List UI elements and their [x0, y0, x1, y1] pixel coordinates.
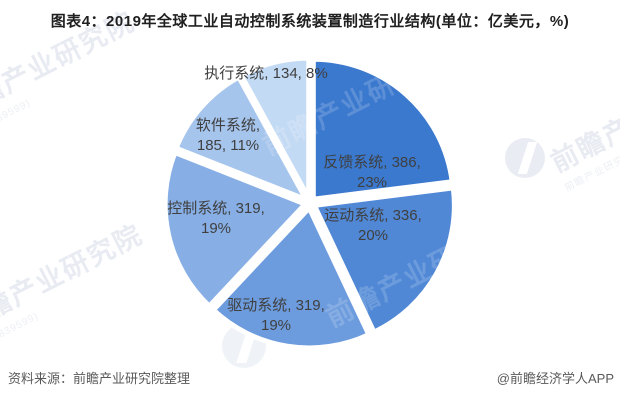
pie-slice-feedback — [310, 56, 455, 202]
pie-label-actuator: 执行系统, 134, 8% — [204, 65, 328, 82]
pie-label-motion: 运动系统, 336, 20% — [324, 207, 422, 244]
pie-slice-motion — [311, 185, 457, 335]
pie-label-control: 控制系统, 319, 19% — [167, 200, 265, 237]
pie-slice-actuator — [238, 55, 312, 201]
pie-label-software: 软件系统, 185, 11% — [195, 117, 261, 154]
pie-label-drive: 驱动系统, 319, 19% — [227, 297, 325, 334]
app-credit: @前瞻经济学人APP — [496, 371, 614, 386]
pie-label-feedback: 反馈系统, 386, 23% — [323, 154, 421, 191]
source-note: 资料来源：前瞻产业研究院整理 — [8, 371, 191, 386]
page-title: 图表4：2019年全球工业自动控制系统装置制造行业结构(单位：亿美元，%) — [50, 13, 570, 30]
pie-slice-control — [162, 150, 308, 309]
pie-slice-software — [173, 74, 309, 203]
pie-slice-drive — [210, 205, 372, 351]
